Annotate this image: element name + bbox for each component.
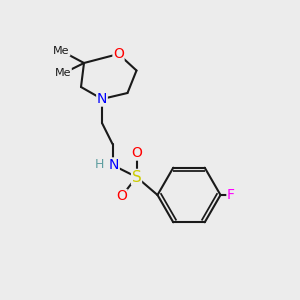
Text: O: O — [116, 190, 127, 203]
Text: Me: Me — [55, 68, 71, 79]
Text: O: O — [131, 146, 142, 160]
Text: N: N — [109, 158, 119, 172]
Text: Me: Me — [53, 46, 70, 56]
Text: S: S — [132, 169, 141, 184]
Text: N: N — [97, 92, 107, 106]
Text: H: H — [95, 158, 104, 172]
Text: O: O — [113, 47, 124, 61]
Text: F: F — [227, 188, 235, 202]
